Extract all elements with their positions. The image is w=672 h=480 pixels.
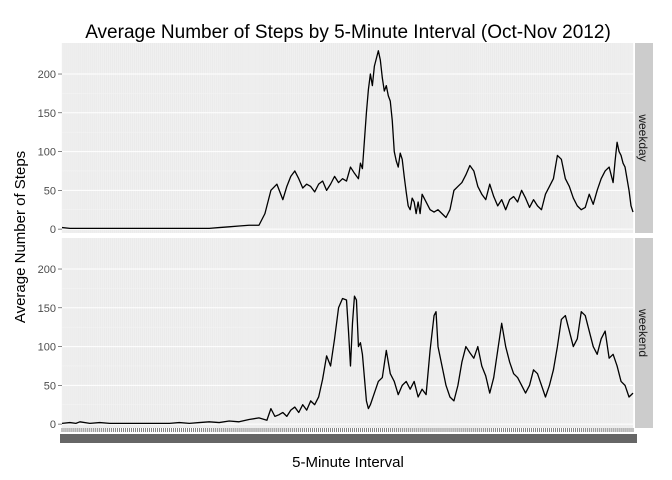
facet-strip-weekend: weekend — [635, 238, 653, 428]
y-tick-label: 0 — [50, 419, 56, 431]
series-line-weekday — [61, 50, 634, 229]
y-tick-label: 200 — [38, 264, 56, 276]
x-axis-title: 5-Minute Interval — [292, 454, 404, 471]
panel-gridlines — [61, 238, 634, 428]
facet-label-weekday: weekday — [636, 113, 650, 161]
y-axis-title: Average Number of Steps — [12, 151, 29, 323]
facet-label-weekend: weekend — [636, 308, 650, 357]
y-tick-label: 50 — [44, 380, 56, 392]
y-tick-label: 200 — [38, 69, 56, 81]
strip-background — [635, 238, 653, 428]
chart-title: Average Number of Steps by 5-Minute Inte… — [85, 22, 611, 43]
facet-panel-weekday: 0 50 100 150 200 — [38, 43, 634, 236]
panel-background — [62, 238, 633, 428]
x-axis-ticks — [60, 428, 637, 443]
y-tick-label: 0 — [50, 224, 56, 236]
y-axis-ticks: 0 50 100 150 200 — [38, 264, 62, 431]
y-tick-label: 50 — [44, 185, 56, 197]
panel-background — [62, 43, 633, 233]
facet-panel-weekend: 0 50 100 150 200 — [38, 238, 634, 431]
y-tick-label: 100 — [38, 147, 56, 159]
y-tick-label: 100 — [38, 342, 56, 354]
strip-background — [635, 43, 653, 233]
y-axis-ticks: 0 50 100 150 200 — [38, 69, 62, 236]
facet-strip-weekday: weekday — [635, 43, 653, 233]
y-tick-label: 150 — [38, 108, 56, 120]
y-tick-label: 150 — [38, 303, 56, 315]
series-line-weekend — [61, 295, 634, 424]
x-tick-labels-overplotted — [60, 434, 637, 443]
